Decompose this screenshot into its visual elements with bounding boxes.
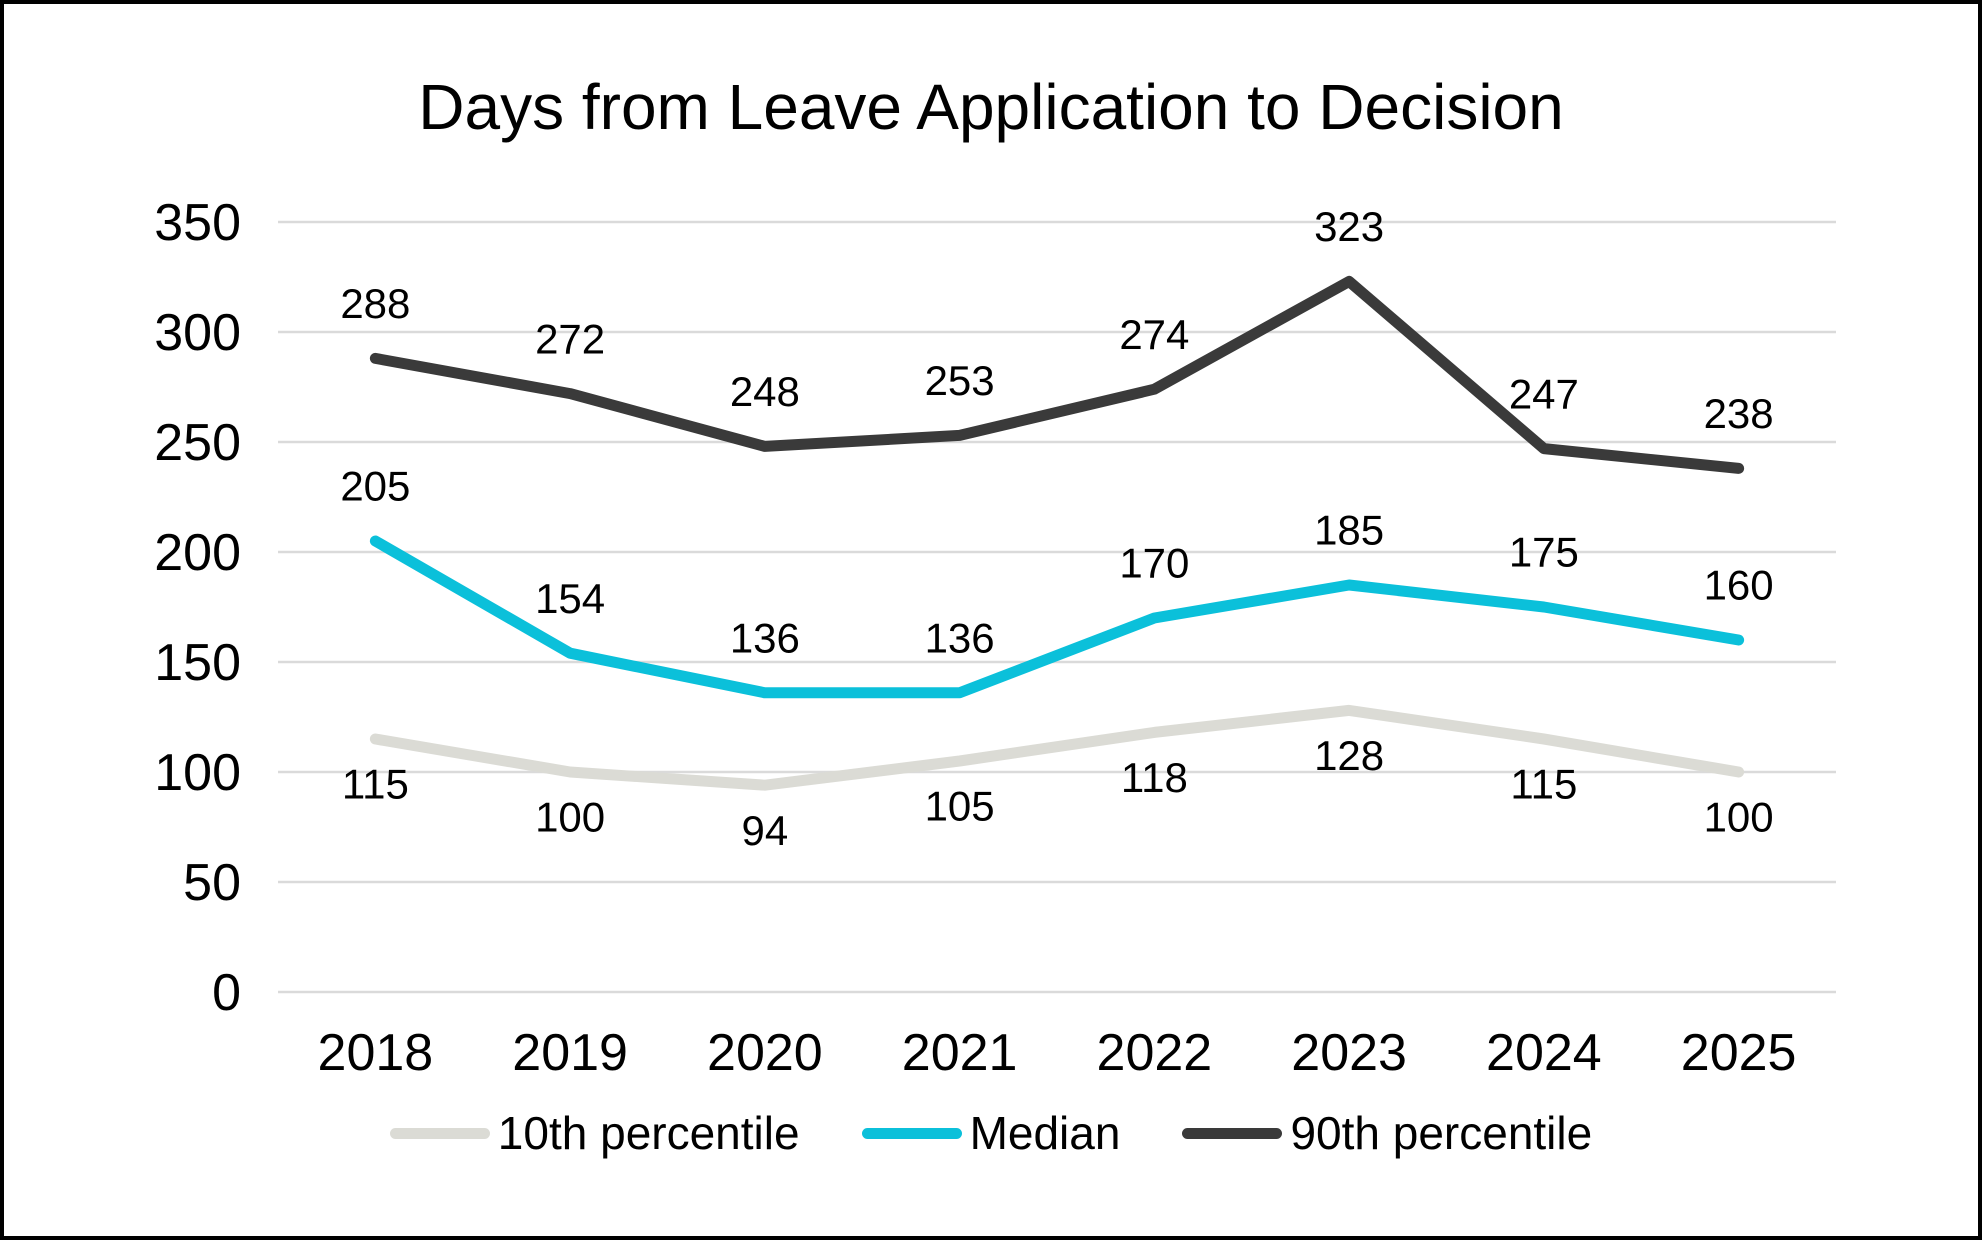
x-axis-label-2018: 2018 bbox=[318, 1024, 434, 1082]
x-axis-label-2025: 2025 bbox=[1681, 1024, 1797, 1082]
y-axis-tick-50: 50 bbox=[183, 854, 241, 912]
x-axis-label-2022: 2022 bbox=[1097, 1024, 1213, 1082]
y-axis-tick-0: 0 bbox=[212, 964, 241, 1022]
data-label-median-2021: 136 bbox=[925, 615, 995, 662]
y-axis-tick-350: 350 bbox=[154, 194, 241, 252]
data-label-10th-percentile-2018: 115 bbox=[342, 761, 409, 808]
x-axis-label-2019: 2019 bbox=[512, 1024, 628, 1082]
data-label-10th-percentile-2019: 100 bbox=[535, 794, 605, 841]
y-axis-tick-100: 100 bbox=[154, 744, 241, 802]
legend: 10th percentile Median 90th percentile bbox=[4, 1108, 1978, 1159]
x-axis-label-2020: 2020 bbox=[707, 1024, 823, 1082]
data-label-10th-percentile-2025: 100 bbox=[1704, 794, 1774, 841]
data-label-median-2024: 175 bbox=[1509, 529, 1579, 576]
data-label-90th-percentile-2022: 274 bbox=[1119, 311, 1189, 358]
data-label-10th-percentile-2024: 115 bbox=[1510, 761, 1577, 808]
data-label-median-2020: 136 bbox=[730, 615, 800, 662]
legend-swatch-median bbox=[861, 1127, 962, 1139]
data-label-90th-percentile-2021: 253 bbox=[925, 357, 995, 404]
legend-item-median: Median bbox=[861, 1107, 1121, 1159]
y-axis-tick-300: 300 bbox=[154, 304, 241, 362]
x-axis-label-2021: 2021 bbox=[902, 1024, 1018, 1082]
data-label-10th-percentile-2023: 128 bbox=[1314, 732, 1384, 779]
data-label-90th-percentile-2023: 323 bbox=[1314, 203, 1384, 250]
data-label-median-2025: 160 bbox=[1704, 562, 1774, 609]
legend-swatch-90th-percentile bbox=[1182, 1127, 1283, 1139]
data-label-10th-percentile-2020: 94 bbox=[742, 807, 789, 854]
y-axis-tick-150: 150 bbox=[154, 634, 241, 692]
y-axis-tick-200: 200 bbox=[154, 524, 241, 582]
data-label-90th-percentile-2025: 238 bbox=[1704, 390, 1774, 437]
data-label-90th-percentile-2020: 248 bbox=[730, 368, 800, 415]
data-label-median-2022: 170 bbox=[1119, 540, 1189, 587]
data-label-median-2018: 205 bbox=[340, 463, 410, 510]
legend-item-10th-percentile: 10th percentile bbox=[389, 1107, 800, 1159]
data-label-90th-percentile-2024: 247 bbox=[1509, 370, 1579, 417]
x-axis-label-2024: 2024 bbox=[1486, 1024, 1602, 1082]
plot-area: 0 50 100 150 200 250 300 350 2018 2019 2020 2021 202… bbox=[154, 194, 1836, 1082]
legend-swatch-10th-percentile bbox=[389, 1127, 490, 1139]
y-axis-tick-250: 250 bbox=[154, 414, 241, 472]
series-line-10th-percentile bbox=[369, 704, 1745, 791]
series-line-median bbox=[369, 535, 1745, 699]
series-line-90th-percentile bbox=[369, 275, 1745, 474]
data-label-10th-percentile-2021: 105 bbox=[925, 783, 995, 830]
legend-label-90th-percentile: 90th percentile bbox=[1290, 1107, 1593, 1159]
legend-label-10th-percentile: 10th percentile bbox=[497, 1107, 800, 1159]
legend-item-90th-percentile: 90th percentile bbox=[1182, 1108, 1592, 1159]
x-axis-label-2023: 2023 bbox=[1291, 1024, 1407, 1082]
chart-title: Days from Leave Application to Decision bbox=[418, 71, 1564, 143]
data-label-90th-percentile-2018: 288 bbox=[340, 280, 410, 327]
data-label-median-2019: 154 bbox=[535, 575, 605, 622]
data-label-10th-percentile-2022: 118 bbox=[1121, 754, 1188, 801]
legend-label-median: Median bbox=[969, 1107, 1121, 1159]
data-label-90th-percentile-2019: 272 bbox=[535, 315, 605, 362]
data-label-median-2023: 185 bbox=[1314, 507, 1384, 554]
